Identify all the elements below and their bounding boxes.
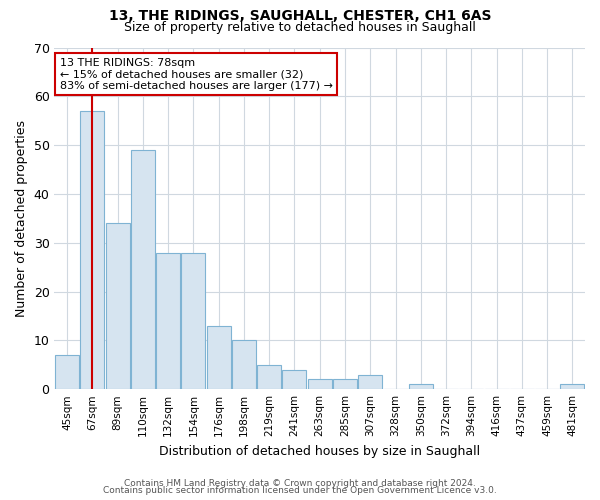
Bar [409, 384, 433, 389]
Text: Contains HM Land Registry data © Crown copyright and database right 2024.: Contains HM Land Registry data © Crown c… [124, 478, 476, 488]
Bar [80, 111, 104, 389]
Bar [206, 326, 230, 389]
Text: Size of property relative to detached houses in Saughall: Size of property relative to detached ho… [124, 21, 476, 34]
Bar [131, 150, 155, 389]
X-axis label: Distribution of detached houses by size in Saughall: Distribution of detached houses by size … [159, 444, 480, 458]
Bar [283, 370, 307, 389]
Bar [55, 355, 79, 389]
Bar [106, 223, 130, 389]
Bar [257, 365, 281, 389]
Text: 13, THE RIDINGS, SAUGHALL, CHESTER, CH1 6AS: 13, THE RIDINGS, SAUGHALL, CHESTER, CH1 … [109, 9, 491, 23]
Bar [333, 380, 357, 389]
Bar [358, 374, 382, 389]
Bar [181, 252, 205, 389]
Text: 13 THE RIDINGS: 78sqm
← 15% of detached houses are smaller (32)
83% of semi-deta: 13 THE RIDINGS: 78sqm ← 15% of detached … [60, 58, 333, 91]
Bar [232, 340, 256, 389]
Bar [560, 384, 584, 389]
Bar [156, 252, 180, 389]
Y-axis label: Number of detached properties: Number of detached properties [15, 120, 28, 317]
Bar [308, 380, 332, 389]
Text: Contains public sector information licensed under the Open Government Licence v3: Contains public sector information licen… [103, 486, 497, 495]
